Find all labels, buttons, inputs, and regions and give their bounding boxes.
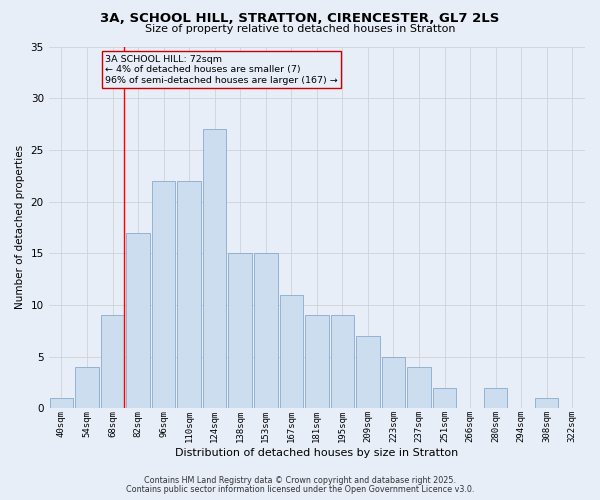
Bar	[484, 388, 508, 408]
Bar	[280, 294, 303, 408]
Text: Contains public sector information licensed under the Open Government Licence v3: Contains public sector information licen…	[126, 485, 474, 494]
Bar	[50, 398, 73, 408]
Text: Size of property relative to detached houses in Stratton: Size of property relative to detached ho…	[145, 24, 455, 34]
Bar	[305, 316, 329, 408]
X-axis label: Distribution of detached houses by size in Stratton: Distribution of detached houses by size …	[175, 448, 458, 458]
Bar	[203, 129, 226, 408]
Bar	[356, 336, 380, 408]
Y-axis label: Number of detached properties: Number of detached properties	[15, 146, 25, 310]
Bar	[433, 388, 456, 408]
Text: Contains HM Land Registry data © Crown copyright and database right 2025.: Contains HM Land Registry data © Crown c…	[144, 476, 456, 485]
Bar	[229, 253, 252, 408]
Bar	[331, 316, 354, 408]
Bar	[407, 367, 431, 408]
Text: 3A SCHOOL HILL: 72sqm
← 4% of detached houses are smaller (7)
96% of semi-detach: 3A SCHOOL HILL: 72sqm ← 4% of detached h…	[105, 55, 338, 84]
Bar	[75, 367, 99, 408]
Bar	[254, 253, 278, 408]
Bar	[127, 232, 150, 408]
Text: 3A, SCHOOL HILL, STRATTON, CIRENCESTER, GL7 2LS: 3A, SCHOOL HILL, STRATTON, CIRENCESTER, …	[100, 12, 500, 26]
Bar	[382, 356, 405, 408]
Bar	[152, 181, 175, 408]
Bar	[101, 316, 124, 408]
Bar	[178, 181, 201, 408]
Bar	[535, 398, 559, 408]
